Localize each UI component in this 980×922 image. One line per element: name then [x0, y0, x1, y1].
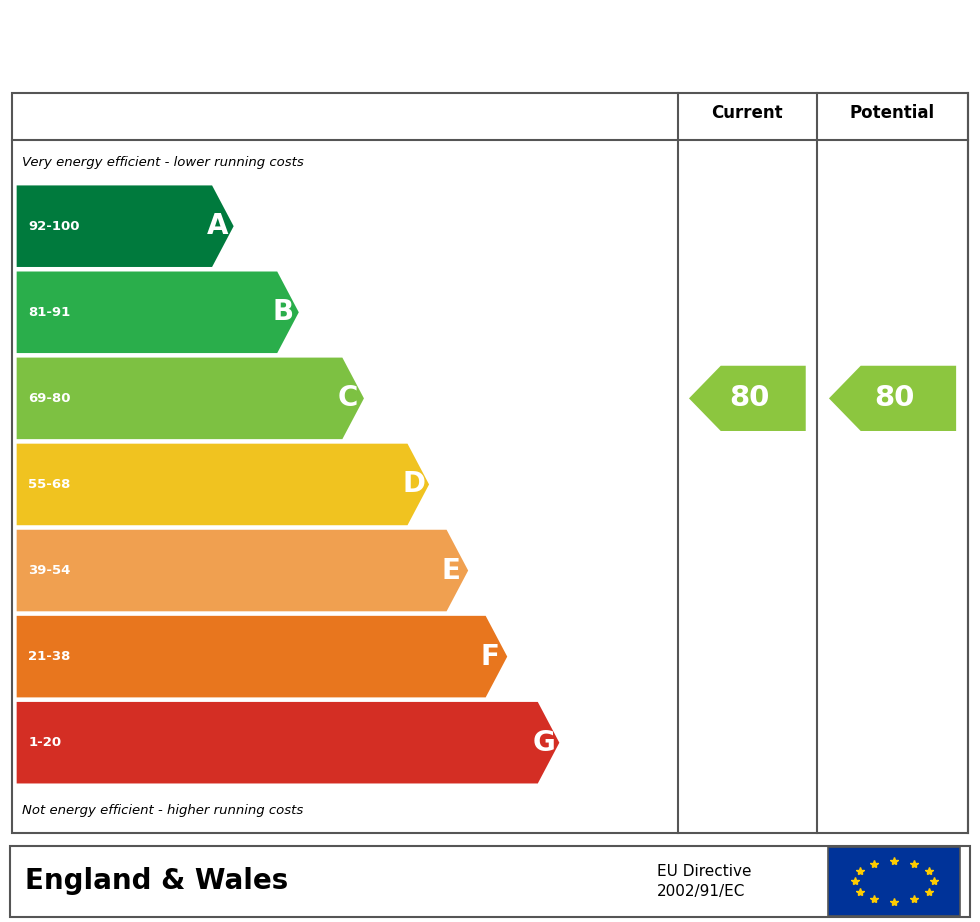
Polygon shape — [17, 702, 560, 784]
Text: EU Directive
2002/91/EC: EU Directive 2002/91/EC — [657, 864, 751, 899]
Bar — [828, 847, 960, 916]
Polygon shape — [17, 530, 468, 611]
Text: 80: 80 — [874, 384, 914, 412]
Polygon shape — [17, 616, 508, 697]
Text: 92-100: 92-100 — [28, 219, 80, 232]
Polygon shape — [17, 185, 233, 267]
Text: 21-38: 21-38 — [28, 650, 71, 663]
Bar — [10, 845, 970, 917]
Text: 81-91: 81-91 — [28, 306, 71, 319]
Text: Current: Current — [711, 104, 783, 122]
Text: B: B — [272, 299, 293, 326]
Text: Energy Efficiency Rating: Energy Efficiency Rating — [24, 22, 599, 64]
Polygon shape — [17, 271, 299, 353]
Text: 1-20: 1-20 — [28, 736, 62, 750]
Text: 55-68: 55-68 — [28, 478, 71, 491]
Text: England & Wales: England & Wales — [24, 868, 288, 895]
Text: Very energy efficient - lower running costs: Very energy efficient - lower running co… — [22, 156, 303, 170]
Polygon shape — [829, 366, 956, 431]
Text: Potential: Potential — [850, 104, 935, 122]
Text: 39-54: 39-54 — [28, 564, 71, 577]
Polygon shape — [17, 358, 364, 439]
Text: G: G — [533, 728, 556, 757]
Text: 69-80: 69-80 — [28, 392, 71, 405]
Text: E: E — [442, 557, 461, 585]
Text: Not energy efficient - higher running costs: Not energy efficient - higher running co… — [22, 804, 303, 817]
Text: 80: 80 — [729, 384, 769, 412]
Text: D: D — [403, 470, 425, 499]
Polygon shape — [17, 443, 429, 526]
Text: F: F — [481, 643, 500, 670]
Text: A: A — [207, 212, 228, 241]
Polygon shape — [689, 366, 806, 431]
Text: C: C — [337, 384, 358, 412]
